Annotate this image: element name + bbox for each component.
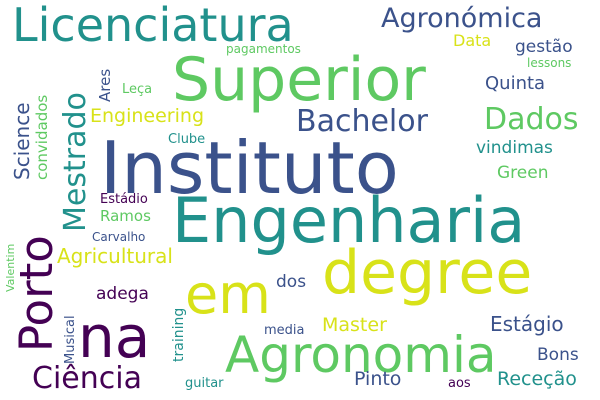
word-bons: Bons: [537, 345, 579, 365]
word-vindimas: vindimas: [476, 138, 553, 158]
word-engenharia: Engenharia: [172, 184, 526, 257]
word-dados: Dados: [484, 102, 579, 137]
word-ramos: Ramos: [100, 207, 151, 225]
word-estagio: Estágio: [490, 312, 564, 336]
word-gestao: gestão: [515, 37, 573, 57]
word-musical: Musical: [63, 315, 78, 364]
word-agronomia: Agronomia: [225, 326, 497, 384]
word-na: na: [78, 303, 151, 371]
word-estadio: Estádio: [100, 192, 148, 207]
word-leca: Leça: [122, 82, 153, 97]
word-science: Science: [10, 102, 34, 180]
word-adega: adega: [96, 284, 149, 304]
word-ciencia: Ciência: [32, 361, 142, 396]
word-convidados: convidados: [33, 94, 51, 180]
word-mestrado: Mestrado: [58, 92, 93, 232]
word-em: em: [185, 263, 271, 326]
word-licenciatura: Licenciatura: [12, 0, 294, 52]
word-superior: Superior: [172, 45, 426, 115]
word-data: Data: [453, 31, 492, 50]
word-dos: dos: [276, 272, 307, 292]
word-guitar: guitar: [185, 376, 224, 391]
word-agronomica: Agronómica: [381, 3, 543, 34]
word-media: media: [264, 323, 305, 338]
word-master: Master: [322, 314, 387, 336]
word-degree: degree: [322, 238, 533, 308]
word-instituto: Instituto: [100, 126, 399, 210]
word-engineering: Engineering: [90, 105, 204, 127]
word-carvalho: Carvalho: [92, 230, 146, 244]
word-aos: aos: [448, 376, 471, 391]
word-valentim: Valentim: [4, 243, 17, 292]
word-quinta: Quinta: [485, 73, 546, 94]
word-bachelor: Bachelor: [296, 104, 428, 139]
word-training: training: [171, 307, 187, 362]
word-pinto: Pinto: [354, 368, 402, 390]
word-green: Green: [497, 163, 549, 183]
word-rececao: Receção: [497, 368, 577, 390]
word-pagamentos: pagamentos: [226, 42, 301, 56]
word-clube: Clube: [168, 132, 206, 147]
word-agricultural: Agricultural: [57, 244, 173, 268]
word-lessons: lessons: [527, 56, 572, 70]
word-porto: Porto: [10, 235, 63, 352]
word-ares: Ares: [96, 68, 114, 102]
